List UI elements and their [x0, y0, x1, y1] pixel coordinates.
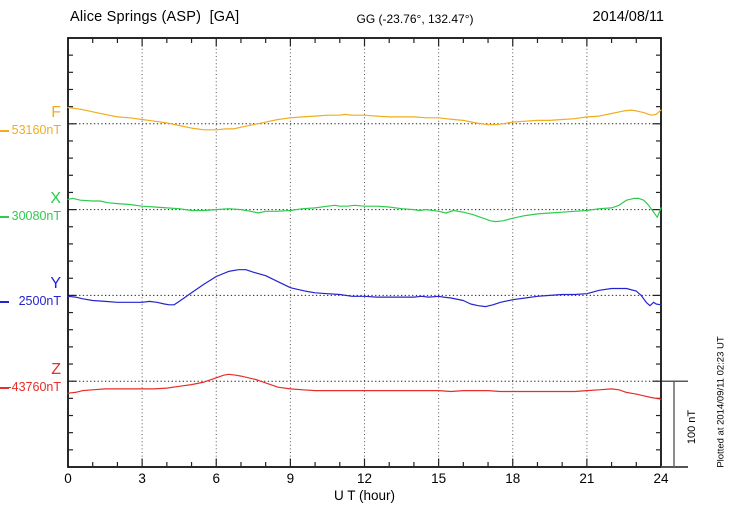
trace-Y — [67, 269, 662, 308]
channel-edge-marker-Y — [0, 301, 9, 304]
plot-frame — [67, 37, 662, 468]
x-tick-label-0: 0 — [64, 471, 72, 486]
channel-edge-marker-X — [0, 215, 9, 218]
station-title: Alice Springs (ASP) [GA] — [70, 9, 240, 25]
channel-letter-Y: Y — [50, 275, 61, 293]
channel-baseline-value-F: 53160nT — [11, 122, 61, 137]
channel-edge-marker-F — [0, 129, 9, 132]
channel-baseline-value-Z: -43760nT — [7, 380, 61, 395]
plot-date: 2014/08/11 — [592, 9, 665, 25]
trace-Z — [67, 373, 662, 400]
trace-F — [67, 106, 662, 131]
channel-baseline-value-X: 30080nT — [11, 208, 61, 223]
channel-label-X: X 30080nT — [0, 190, 61, 224]
channel-label-Z: Z -43760nT — [0, 361, 61, 395]
channel-edge-marker-Z — [0, 387, 9, 390]
channel-label-F: F 53160nT — [0, 104, 61, 138]
channel-letter-X: X — [50, 189, 61, 207]
x-tick-label-18: 18 — [505, 471, 521, 486]
channel-letter-Z: Z — [51, 361, 61, 379]
channel-letter-F: F — [51, 103, 61, 121]
plot-timestamp: Plotted at 2014/09/11 02:23 UT — [715, 336, 727, 468]
trace-X — [67, 197, 662, 223]
x-tick-label-12: 12 — [356, 471, 373, 486]
channel-baseline-value-Y: 2500nT — [18, 294, 61, 309]
x-tick-label-21: 21 — [579, 471, 595, 486]
x-tick-label-6: 6 — [212, 471, 220, 486]
x-axis-title: U T (hour) — [333, 488, 396, 503]
x-tick-label-3: 3 — [138, 471, 146, 486]
channel-label-Y: Y 2500nT — [0, 275, 61, 309]
geo-coords: GG (-23.76°, 132.47°) — [356, 12, 474, 26]
x-tick-label-15: 15 — [431, 471, 447, 486]
scale-bar-label: 100 nT — [686, 409, 698, 445]
x-tick-label-9: 9 — [286, 471, 295, 486]
x-tick-label-24: 24 — [653, 471, 669, 486]
